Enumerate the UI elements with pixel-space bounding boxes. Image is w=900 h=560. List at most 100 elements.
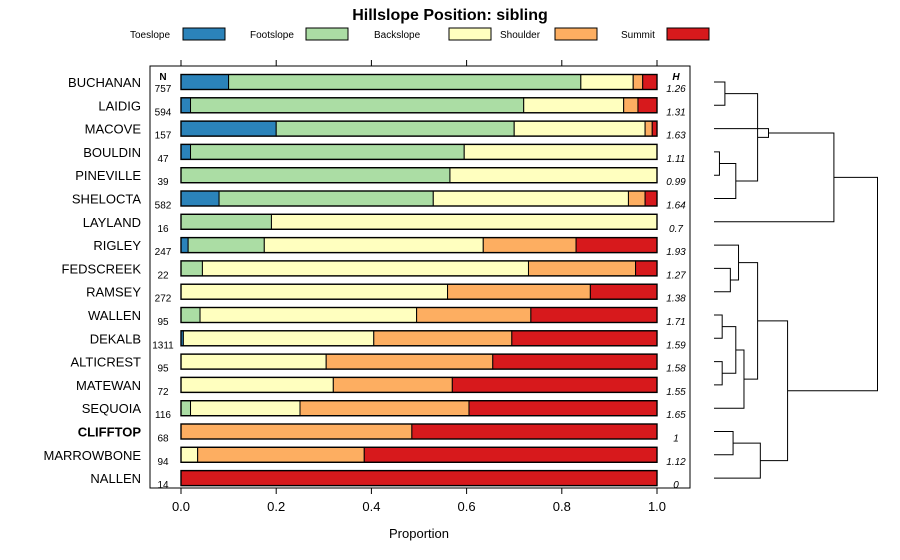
dendrogram-link-14 (714, 442, 761, 479)
dendrogram-link-1 (714, 151, 720, 176)
bar-row-matewan (180, 376, 658, 394)
bar-segment-matewan-summit (451, 376, 658, 393)
h-value-matewan: 1.55 (666, 387, 686, 398)
dendrogram-link-8 (714, 314, 723, 339)
h-value-clifftop: 1 (673, 434, 679, 445)
bar-segment-bouldin-footslope (190, 143, 465, 160)
x-tick-label-4: 0.8 (553, 499, 571, 514)
row-label-rigley: RIGLEY (93, 238, 141, 253)
n-value-shelocta: 582 (155, 201, 172, 212)
bar-segment-marrowbone-backslope (180, 446, 199, 463)
bar-outline-nallen (180, 469, 658, 487)
bar-row-clifftop (180, 423, 658, 440)
n-value-rigley: 247 (155, 247, 172, 258)
h-value-laidig: 1.31 (666, 107, 685, 118)
legend-swatch-footslope (305, 27, 349, 41)
bar-segment-buchanan-backslope (580, 74, 634, 90)
n-value-pineville: 39 (157, 177, 169, 188)
bar-row-dekalb (180, 330, 658, 347)
bar-segment-rigley-summit (575, 237, 658, 254)
plot-panel: N H (149, 65, 691, 489)
bar-segment-fedscreek-footslope (180, 260, 203, 277)
bar-segment-marrowbone-shoulder (197, 446, 365, 463)
bar-segment-clifftop-summit (411, 423, 658, 440)
bar-outline-bouldin (180, 143, 658, 161)
dendrogram-link-5 (714, 132, 835, 223)
bar-outline-dekalb (180, 330, 658, 347)
bar-segment-dekalb-summit (511, 330, 658, 347)
bar-segment-nallen-summit (180, 470, 658, 487)
h-value-bouldin: 1.11 (667, 154, 686, 165)
h-value-rigley: 1.93 (666, 247, 686, 258)
dendrogram-link-13 (714, 431, 734, 456)
row-label-shelocta: SHELOCTA (72, 192, 141, 207)
bar-segment-laidig-toeslope (180, 97, 192, 114)
bar-segment-dekalb-shoulder (373, 330, 513, 347)
bar-segment-alticrest-backslope (180, 353, 327, 370)
h-value-sequoia: 1.65 (666, 410, 686, 421)
bar-outline-rigley (180, 236, 658, 254)
dendrogram-link-10 (722, 326, 737, 374)
n-value-marrowbone: 94 (157, 457, 169, 468)
bar-segment-shelocta-toeslope (180, 190, 220, 207)
dendrogram (714, 81, 878, 479)
row-label-sequoia: SEQUOIA (82, 401, 142, 416)
row-label-laidig: LAIDIG (98, 98, 141, 113)
bar-segment-shelocta-shoulder (627, 190, 646, 207)
bar-row-ramsey (180, 283, 658, 300)
h-value-marrowbone: 1.12 (666, 457, 686, 468)
bar-segment-wallen-summit (530, 307, 658, 323)
n-value-buchanan: 757 (155, 84, 172, 95)
dendrogram-link-12 (738, 262, 759, 380)
bar-segment-sequoia-footslope (180, 400, 192, 417)
bar-outline-buchanan (180, 73, 658, 91)
dendrogram-link-0 (714, 81, 726, 106)
bar-segment-pineville-backslope (449, 167, 658, 184)
row-label-nallen: NALLEN (90, 471, 141, 486)
bar-segment-macove-footslope (275, 120, 515, 137)
bar-outline-pineville (180, 166, 658, 184)
bar-row-laidig (180, 97, 658, 114)
bar-segment-wallen-footslope (180, 307, 201, 323)
n-value-sequoia: 116 (155, 410, 171, 421)
bar-outline-shelocta (180, 190, 658, 207)
bar-segment-alticrest-summit (492, 353, 658, 370)
bar-row-pineville (180, 166, 658, 184)
bar-segment-macove-summit (651, 120, 658, 137)
n-value-bouldin: 47 (157, 154, 169, 165)
bar-outline-ramsey (180, 283, 658, 300)
dendrogram-link-15 (757, 320, 789, 462)
dendrogram-link-2 (714, 163, 737, 199)
legend-label-summit: Summit (621, 30, 655, 41)
x-tick-label-1: 0.2 (267, 499, 285, 514)
row-label-pineville: PINEVILLE (75, 168, 141, 183)
bar-outline-wallen (180, 306, 658, 324)
dendrogram-link-11 (714, 349, 745, 409)
bar-segment-laidig-summit (637, 97, 658, 114)
n-value-alticrest: 95 (157, 364, 169, 375)
dendrogram-link-16 (787, 176, 878, 392)
row-labels: BUCHANAN LAIDIG MACOVE BOULDIN PINEVILLE SHEL… (44, 75, 142, 486)
bar-row-buchanan (180, 73, 658, 91)
bar-segment-shelocta-footslope (218, 190, 434, 207)
n-value-dekalb: 1311 (152, 340, 174, 351)
bar-outline-macove (180, 120, 658, 137)
bar-segment-bouldin-backslope (463, 143, 658, 160)
bar-outline-layland (180, 213, 658, 231)
n-value-ramsey: 272 (155, 294, 172, 305)
bar-segment-marrowbone-summit (363, 446, 658, 463)
legend-swatch-shoulder (554, 27, 598, 41)
bar-row-nallen (180, 469, 658, 487)
bar-segment-macove-backslope (513, 120, 646, 137)
bar-row-alticrest (180, 353, 658, 370)
bar-row-sequoia (180, 400, 658, 417)
bar-segment-rigley-shoulder (482, 237, 577, 254)
bar-row-fedscreek (180, 260, 658, 277)
bar-segment-matewan-shoulder (332, 376, 453, 393)
n-value-layland: 16 (157, 224, 169, 235)
dendrogram-link-3 (724, 93, 759, 182)
bar-segment-ramsey-shoulder (447, 283, 591, 300)
x-tick-label-5: 1.0 (648, 499, 666, 514)
h-value-buchanan: 1.26 (666, 84, 686, 95)
n-value-fedscreek: 22 (157, 270, 169, 281)
